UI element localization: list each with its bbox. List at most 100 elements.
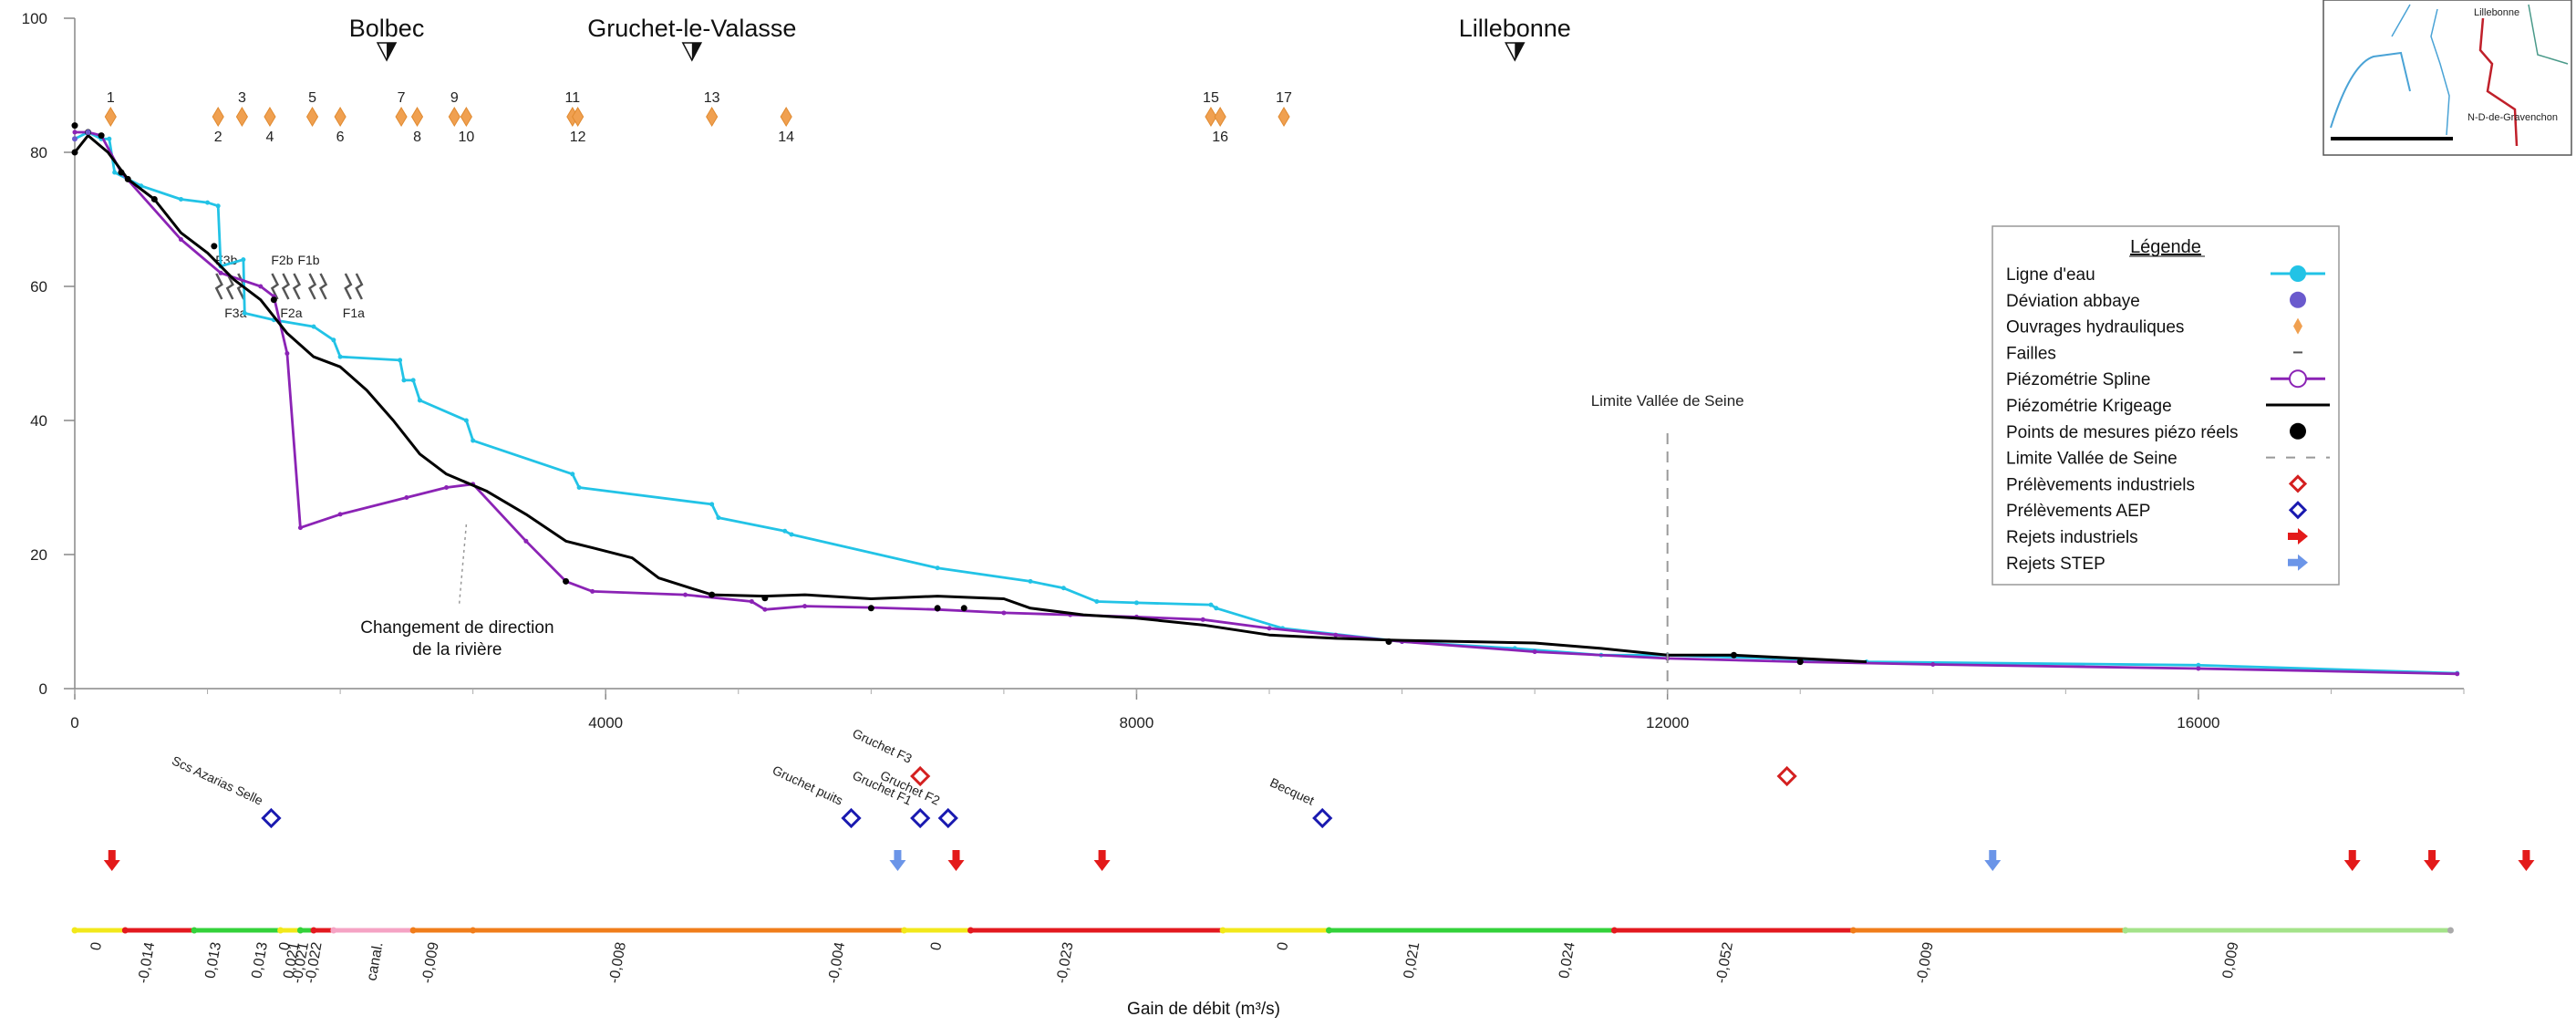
limite-vallee-label: Limite Vallée de Seine — [1591, 392, 1744, 410]
gain-value-label: 0,021 — [1402, 941, 1423, 980]
series-point — [2196, 666, 2201, 671]
series-point — [404, 495, 409, 501]
gain-value-label: 0 — [1275, 941, 1291, 952]
x-tick-label: 16000 — [2177, 714, 2219, 731]
series-point — [337, 512, 343, 517]
gain-value-label: 0,009 — [2220, 941, 2242, 980]
hydraulic-structure-label: 4 — [266, 130, 274, 145]
legend-entry-label: Points de mesures piézo réels — [2006, 423, 2239, 442]
hydraulic-structure-label: 15 — [1203, 90, 1219, 106]
gain-segment-node — [121, 927, 129, 934]
series-point — [112, 170, 118, 175]
fault-label: F1b — [297, 253, 319, 267]
hydraulic-structure-icon — [104, 107, 117, 127]
fault-label: F2a — [280, 306, 302, 320]
series-point — [218, 270, 223, 275]
direction-annotation-text: de la rivière — [412, 640, 502, 659]
series-point — [782, 528, 788, 534]
hydraulic-structure-icon — [780, 107, 792, 127]
gain-segment-node — [967, 927, 974, 934]
gain-value-label: -0,009 — [1914, 941, 1937, 985]
series-point — [258, 284, 264, 289]
series-point — [444, 485, 450, 490]
withdrawal-label: Scs Azarias Selle — [170, 753, 265, 808]
series-point — [2196, 662, 2201, 668]
legend-symbol — [2290, 291, 2306, 308]
fault-icon — [344, 273, 353, 300]
hydraulic-structure-icon — [448, 107, 460, 127]
town-marker-fill — [387, 43, 397, 60]
hydraulic-structure-label: 5 — [308, 90, 316, 106]
series-point — [107, 136, 112, 141]
measure-point — [150, 195, 158, 202]
gain-segment-node — [330, 927, 337, 934]
discharge-industriel-icon — [2343, 850, 2361, 871]
series-point — [789, 532, 794, 537]
legend-symbol — [2289, 369, 2307, 389]
discharge-industriel-icon — [1093, 850, 1111, 871]
withdrawal-AEP-icon — [910, 807, 931, 829]
measure-point — [867, 605, 874, 612]
series-point — [1267, 626, 1272, 631]
measure-point — [563, 577, 570, 585]
hydraulic-structure-icon — [1205, 107, 1217, 127]
series-point — [1208, 602, 1214, 607]
hydraulic-structure-label: 7 — [398, 90, 406, 106]
series-point — [716, 515, 721, 521]
inset-label: N-D-de-Gravenchon — [2467, 112, 2558, 123]
measure-point — [124, 175, 131, 182]
gain-value-label: 0,024 — [1557, 941, 1578, 980]
gain-segment-node — [2447, 927, 2454, 934]
gain-segment-node — [296, 927, 304, 934]
gain-segment-node — [277, 927, 284, 934]
discharges-group — [103, 850, 2535, 871]
hydraulic-structure-icon — [235, 107, 248, 127]
series-line-1 — [75, 130, 2457, 676]
legend-symbol — [2290, 422, 2306, 440]
hydraulic-structure-icon — [410, 107, 424, 127]
town-marker-fill — [691, 43, 701, 60]
fault-icon — [292, 273, 302, 300]
discharge-industriel-icon — [103, 850, 120, 871]
x-tick-label: 0 — [70, 714, 78, 731]
discharge-STEP-icon — [1984, 850, 2002, 871]
series-point — [241, 257, 246, 263]
legend-entry-label: Piézométrie Spline — [2006, 370, 2150, 389]
gain-value-label: -0,009 — [419, 941, 442, 985]
legend: Légende Ligne d'eau Déviation abbaye Ouvrag… — [1991, 225, 2340, 586]
gain-value-label: canal. — [364, 941, 386, 982]
inset-river — [2391, 4, 2411, 37]
inset-label: Lillebonne — [2474, 7, 2519, 18]
gain-segment-node — [470, 927, 477, 934]
discharge-industriel-icon — [2424, 850, 2441, 871]
gain-value-label: -0,052 — [1713, 941, 1736, 985]
series-point — [417, 398, 422, 403]
discharge-STEP-icon — [889, 850, 906, 871]
withdrawal-industriel-icon — [910, 765, 931, 787]
measure-point — [934, 605, 941, 612]
hydraulic-structure-label: 11 — [565, 90, 581, 106]
gain-segment-node — [901, 927, 908, 934]
withdrawal-label: Gruchet F3 — [850, 726, 914, 766]
measure-point — [761, 595, 769, 602]
hydraulic-structure-label: 8 — [413, 130, 421, 145]
series-point — [1001, 610, 1007, 616]
discharge-industriel-icon — [947, 850, 965, 871]
town-marker-fill — [1515, 43, 1525, 60]
direction-annotation-text: Changement de direction — [360, 618, 553, 638]
series-lines — [71, 122, 2460, 677]
legend-entry-label: Déviation abbaye — [2006, 292, 2140, 311]
fault-icon — [214, 273, 223, 300]
series-point — [398, 358, 403, 363]
fault-icon — [318, 273, 328, 300]
town-label: Lillebonne — [1459, 15, 1571, 42]
inset-river — [2430, 8, 2450, 136]
fault-label: F2b — [271, 253, 293, 267]
y-tick-label: 20 — [30, 546, 47, 564]
withdrawal-AEP-icon — [1312, 807, 1333, 829]
town-label: Bolbec — [349, 15, 425, 42]
fault-icon — [270, 273, 280, 300]
inset-river — [2330, 51, 2411, 129]
withdrawal-AEP-icon — [937, 807, 958, 829]
legend-entry-label: Failles — [2006, 344, 2056, 363]
